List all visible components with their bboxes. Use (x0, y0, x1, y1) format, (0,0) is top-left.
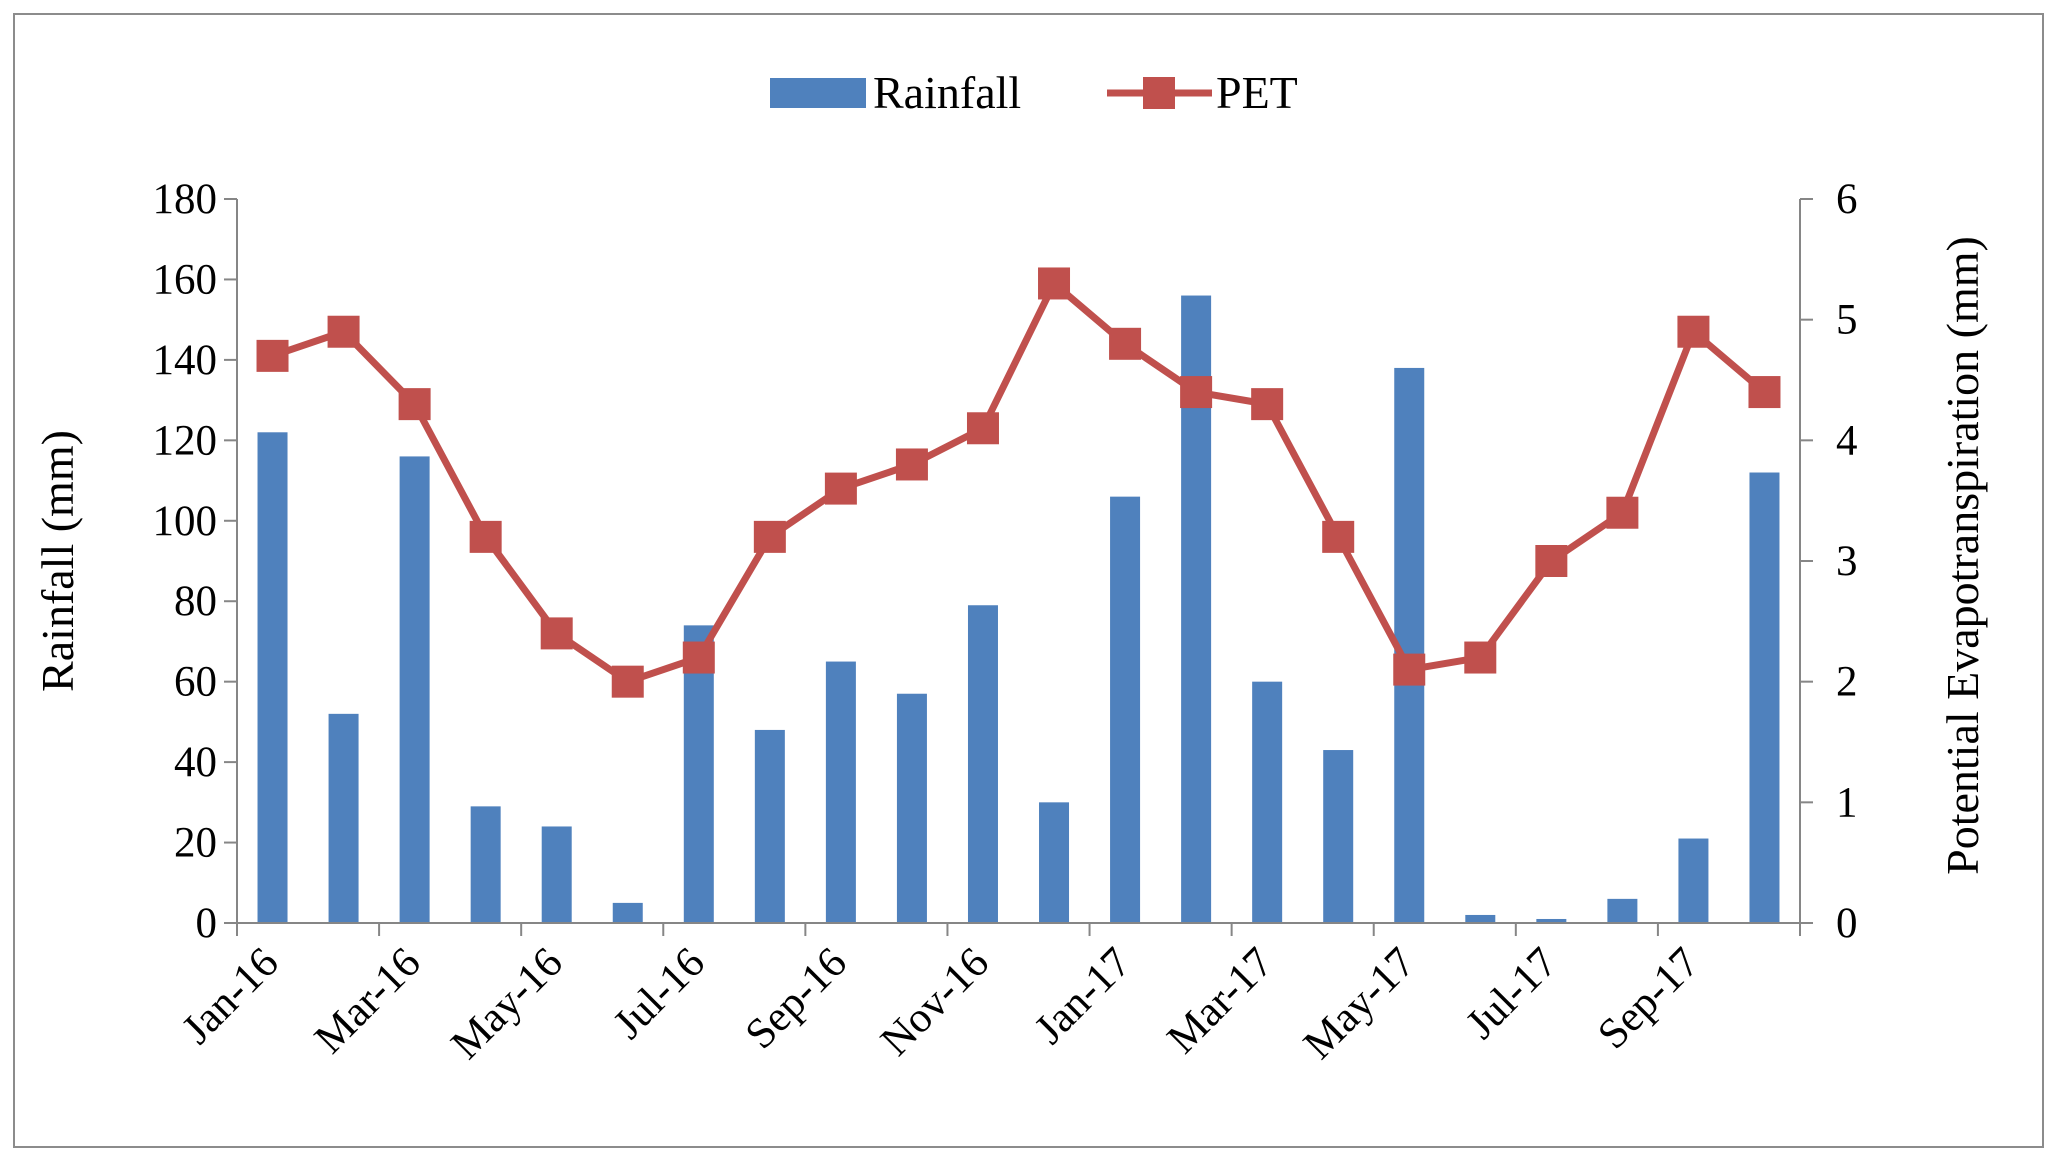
rainfall-bar (754, 729, 785, 923)
legend-pet-label: PET (1216, 67, 1298, 118)
legend-pet-marker (1143, 77, 1175, 109)
pet-marker (256, 339, 289, 372)
rainfall-bar (1536, 918, 1567, 923)
left-y-tick-label: 180 (153, 176, 218, 223)
right-axis-title: Potential Evapotranspiration (mm) (1937, 236, 1988, 875)
rainfall-bar (1110, 496, 1141, 923)
rainfall-bar (541, 826, 572, 923)
pet-marker (1535, 545, 1568, 577)
rainfall-bar (1607, 898, 1638, 923)
rainfall-bar (1749, 472, 1780, 923)
legend-rainfall-label: Rainfall (873, 67, 1021, 118)
pet-marker (895, 448, 928, 481)
right-y-tick-label: 1 (1836, 779, 1858, 826)
pet-marker (1038, 267, 1071, 300)
left-axis-title: Rainfall (mm) (32, 430, 83, 692)
pet-marker (540, 617, 573, 650)
legend-rainfall-swatch (770, 78, 866, 108)
left-y-tick-label: 140 (153, 337, 218, 384)
pet-marker (1748, 376, 1781, 409)
rainfall-bar (257, 432, 288, 923)
pet-marker (1606, 496, 1639, 529)
right-y-tick-label: 5 (1836, 297, 1858, 344)
line-series-group (256, 267, 1781, 698)
rainfall-bar (612, 902, 643, 923)
pet-marker (327, 315, 360, 348)
pet-marker (611, 665, 644, 698)
left-y-tick-label: 100 (153, 498, 218, 545)
rainfall-bar (896, 693, 927, 923)
rainfall-bar (825, 661, 856, 923)
pet-marker (682, 641, 715, 674)
rainfall-bar (470, 806, 501, 923)
rainfall-bar (683, 625, 714, 923)
left-y-tick-label: 0 (196, 900, 218, 947)
rainfall-bar (328, 713, 359, 923)
left-y-tick-label: 60 (174, 659, 217, 706)
legend: Rainfall PET (770, 67, 1298, 118)
rainfall-bar (1252, 681, 1283, 923)
pet-marker (1322, 520, 1355, 553)
right-y-tick-label: 3 (1836, 538, 1858, 585)
pet-marker (398, 388, 431, 421)
pet-marker (1109, 327, 1142, 360)
rainfall-bar (1323, 750, 1354, 923)
left-y-tick-label: 20 (174, 820, 217, 867)
pet-marker (1464, 641, 1497, 674)
right-y-tick-label: 2 (1836, 659, 1858, 706)
pet-marker (753, 520, 786, 553)
right-y-tick-label: 0 (1836, 900, 1858, 947)
rainfall-bar (399, 456, 430, 923)
pet-line (271, 279, 1767, 686)
chart-border (13, 13, 2044, 1148)
pet-marker (1393, 653, 1426, 686)
rainfall-bar (967, 605, 998, 923)
rainfall-bar (1465, 914, 1496, 923)
rainfall-bar (1678, 838, 1709, 923)
right-y-tick-label: 6 (1836, 176, 1858, 223)
rainfall-bar (1039, 802, 1070, 923)
pet-marker (1677, 315, 1710, 348)
left-y-tick-label: 120 (153, 417, 218, 464)
pet-marker (1251, 388, 1284, 421)
left-y-tick-label: 40 (174, 739, 217, 786)
pet-marker (469, 520, 502, 553)
left-y-tick-label: 80 (174, 578, 217, 625)
pet-marker (824, 472, 857, 505)
right-y-tick-label: 4 (1836, 417, 1858, 464)
pet-marker (966, 412, 999, 445)
left-y-tick-label: 160 (153, 256, 218, 303)
pet-marker (1180, 376, 1213, 409)
